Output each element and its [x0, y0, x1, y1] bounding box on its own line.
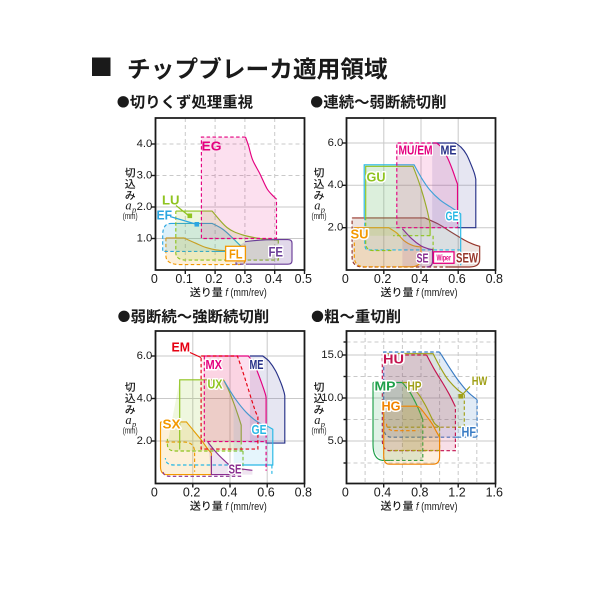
svg-text:a: a	[125, 199, 131, 213]
svg-text:6.0: 6.0	[137, 350, 153, 362]
svg-text:a: a	[125, 413, 131, 427]
svg-text:0.2: 0.2	[183, 485, 200, 499]
svg-text:HF: HF	[462, 425, 477, 440]
svg-text:4.0: 4.0	[137, 392, 153, 404]
svg-text:FL: FL	[229, 246, 243, 261]
svg-text:0.6: 0.6	[257, 485, 274, 499]
svg-text:0.4: 0.4	[411, 272, 428, 286]
svg-text:0.2: 0.2	[374, 272, 391, 286]
svg-text:GE: GE	[446, 209, 459, 224]
svg-text:1.0: 1.0	[137, 232, 153, 244]
svg-text:0.4: 0.4	[265, 272, 282, 286]
svg-text:0.3: 0.3	[235, 272, 252, 286]
svg-text:(mm): (mm)	[312, 426, 327, 436]
svg-text:ME: ME	[250, 357, 264, 372]
svg-text:SX: SX	[163, 417, 181, 432]
svg-text:EF: EF	[157, 208, 173, 223]
svg-text:GE: GE	[252, 422, 267, 437]
svg-text:5.0: 5.0	[328, 435, 344, 447]
svg-text:SE: SE	[417, 250, 429, 265]
svg-text:0: 0	[151, 272, 158, 286]
svg-text:p: p	[320, 205, 325, 215]
svg-text:HW: HW	[472, 374, 488, 388]
svg-text:2.0: 2.0	[137, 435, 153, 447]
svg-text:0.8: 0.8	[486, 272, 503, 286]
svg-text:0.4: 0.4	[374, 485, 391, 499]
svg-text:MX: MX	[206, 357, 223, 372]
svg-text:GU: GU	[367, 170, 386, 185]
svg-text:0.6: 0.6	[448, 272, 465, 286]
svg-text:SU: SU	[351, 227, 369, 242]
svg-text:a: a	[314, 199, 320, 213]
svg-text:f (mm/rev): f (mm/rev)	[414, 501, 458, 513]
svg-text:Wiper: Wiper	[437, 254, 452, 263]
svg-text:0.8: 0.8	[295, 485, 312, 499]
svg-text:(mm): (mm)	[312, 211, 327, 221]
svg-text:0.5: 0.5	[295, 272, 312, 286]
svg-text:EM: EM	[172, 340, 191, 355]
svg-text:EG: EG	[202, 139, 222, 154]
svg-text:1.2: 1.2	[448, 485, 465, 499]
svg-text:ME: ME	[441, 143, 457, 158]
svg-text:p: p	[320, 419, 325, 429]
svg-text:0.8: 0.8	[411, 485, 428, 499]
svg-text:LU: LU	[162, 193, 180, 208]
svg-text:3.0: 3.0	[137, 169, 153, 181]
svg-text:2.0: 2.0	[328, 222, 344, 234]
svg-text:10.0: 10.0	[321, 392, 343, 404]
svg-text:f (mm/rev): f (mm/rev)	[223, 287, 267, 299]
svg-text:1.6: 1.6	[486, 485, 503, 499]
svg-text:6.0: 6.0	[328, 137, 344, 149]
svg-text:p: p	[131, 205, 136, 215]
svg-text:FE: FE	[269, 245, 284, 260]
svg-text:(mm): (mm)	[123, 211, 138, 221]
svg-text:0: 0	[342, 272, 349, 286]
svg-text:2.0: 2.0	[137, 201, 153, 213]
svg-text:0.2: 0.2	[205, 272, 222, 286]
svg-text:4.0: 4.0	[328, 179, 344, 191]
svg-text:(mm): (mm)	[123, 426, 138, 436]
svg-text:MU/EM: MU/EM	[399, 143, 433, 158]
svg-text:f (mm/rev): f (mm/rev)	[414, 287, 458, 299]
svg-text:HP: HP	[408, 379, 422, 394]
svg-text:MP: MP	[375, 379, 396, 394]
svg-text:UX: UX	[208, 377, 223, 392]
svg-text:15.0: 15.0	[321, 349, 343, 361]
svg-text:4.0: 4.0	[137, 138, 153, 150]
svg-text:SEW: SEW	[456, 250, 478, 265]
svg-text:0.4: 0.4	[220, 485, 237, 499]
svg-text:0: 0	[151, 485, 158, 499]
svg-text:0.1: 0.1	[175, 272, 192, 286]
svg-text:HU: HU	[383, 352, 404, 367]
svg-text:p: p	[131, 419, 136, 429]
svg-text:HG: HG	[382, 399, 401, 414]
svg-text:a: a	[314, 413, 320, 427]
svg-text:SE: SE	[229, 462, 242, 477]
svg-text:0: 0	[342, 485, 349, 499]
svg-text:f (mm/rev): f (mm/rev)	[223, 501, 267, 513]
